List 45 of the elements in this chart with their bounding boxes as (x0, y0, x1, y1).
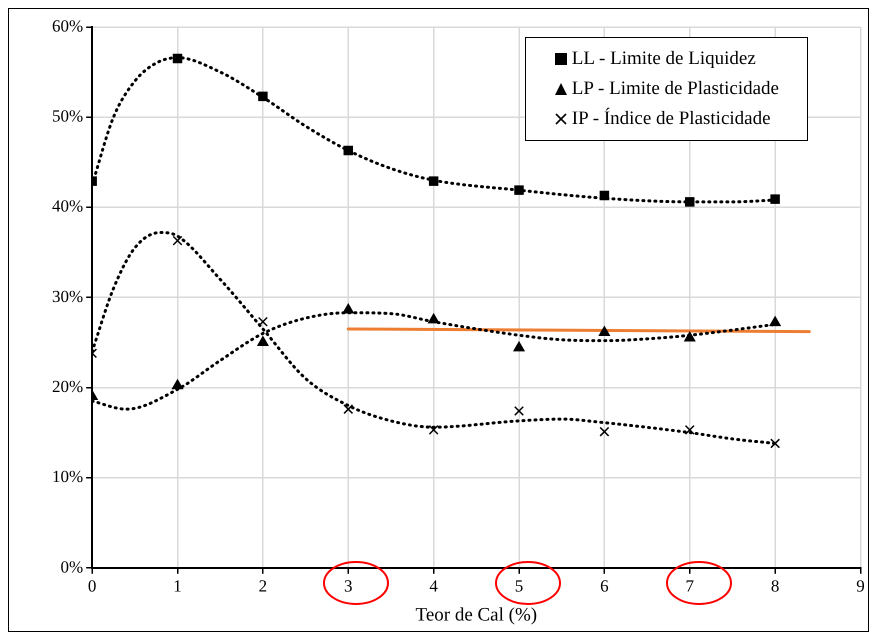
point (598, 326, 610, 336)
x-tick-label: 7 (686, 576, 695, 596)
y-tick-label: 10% (52, 467, 84, 486)
point (599, 426, 610, 437)
x-tick-label: 3 (344, 576, 353, 596)
point (172, 379, 184, 390)
x-tick-label: 4 (429, 576, 438, 596)
x-tick-label: 9 (856, 576, 865, 596)
x-tick-label: 0 (88, 576, 96, 596)
point (258, 92, 268, 102)
y-tick-label: 20% (52, 377, 84, 396)
x-tick-label: 5 (514, 576, 524, 596)
x-tick-label: 2 (258, 576, 268, 596)
x-tick-label: 6 (600, 576, 609, 596)
point (685, 197, 694, 207)
y-tick-label: 60% (52, 16, 84, 36)
point (684, 424, 695, 435)
point (343, 404, 354, 414)
point (684, 331, 696, 342)
x-axis-title: Teor de Cal (%) (416, 604, 538, 626)
point (172, 236, 183, 246)
point (428, 424, 439, 435)
legend-label: LP - Limite de Plasticidade (572, 77, 779, 101)
point (342, 304, 354, 314)
legend-label: IP - Índice de Plasticidade (572, 106, 771, 131)
y-tick-label: 50% (52, 106, 84, 126)
point (428, 176, 438, 186)
point (770, 194, 780, 204)
point (257, 336, 269, 346)
x-tick-label: 1 (173, 576, 182, 596)
point (514, 406, 524, 416)
point (344, 146, 354, 156)
y-tick-label: 30% (52, 286, 84, 306)
point (172, 54, 182, 64)
point (514, 185, 524, 195)
point (600, 190, 610, 200)
point (770, 438, 780, 448)
point (428, 313, 440, 324)
point (258, 316, 268, 327)
y-tick-label: 40% (52, 196, 84, 216)
y-tick-label: 0% (60, 557, 84, 576)
legend-label: LL - Limite de Liquidez (572, 47, 756, 71)
x-tick-label: 8 (770, 576, 780, 596)
point (769, 316, 781, 326)
point (513, 341, 525, 352)
